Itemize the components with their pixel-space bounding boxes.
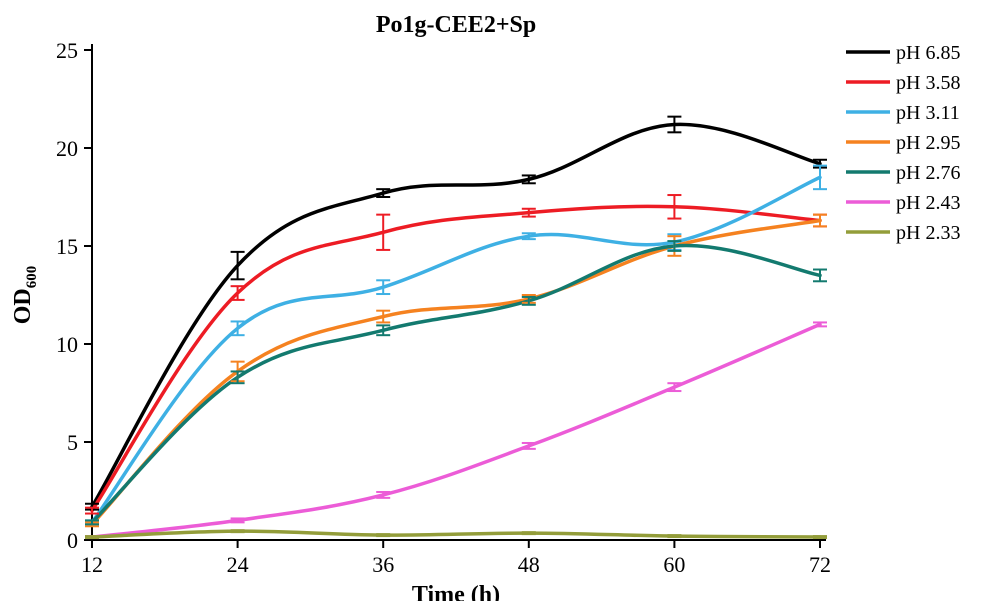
chart-title: Po1g-CEE2+Sp xyxy=(376,12,536,38)
y-tick-label: 25 xyxy=(56,38,78,63)
legend-label: pH 2.43 xyxy=(896,192,960,214)
legend-label: pH 3.58 xyxy=(896,72,960,94)
legend-label: pH 2.95 xyxy=(896,132,960,154)
x-tick-label: 60 xyxy=(663,552,685,577)
x-tick-label: 36 xyxy=(372,552,394,577)
y-tick-label: 15 xyxy=(56,234,78,259)
error-bar xyxy=(667,535,681,537)
line-chart: Po1g-CEE2+Sp 12 24 36 48 60 72 0 5 10 15 20 25 Time (… xyxy=(0,0,1000,601)
x-tick-label: 72 xyxy=(809,552,831,577)
x-axis-label: Time (h) xyxy=(412,582,500,601)
error-bar xyxy=(522,532,536,534)
x-tick-label: 48 xyxy=(518,552,540,577)
error-bar xyxy=(231,530,245,532)
legend-label: pH 3.11 xyxy=(896,102,960,124)
y-tick-label: 10 xyxy=(56,332,78,357)
error-bar xyxy=(376,534,390,536)
y-tick-label: 20 xyxy=(56,136,78,161)
legend-label: pH 2.33 xyxy=(896,222,960,244)
x-tick-label: 12 xyxy=(81,552,103,577)
error-bar xyxy=(813,536,827,538)
x-tick-label: 24 xyxy=(227,552,249,577)
y-tick-label: 0 xyxy=(67,528,78,553)
legend-label: pH 2.76 xyxy=(896,162,960,184)
error-bar xyxy=(85,536,99,538)
y-tick-label: 5 xyxy=(67,430,78,455)
chart-container: Po1g-CEE2+Sp 12 24 36 48 60 72 0 5 10 15 20 25 Time (… xyxy=(0,0,1000,601)
legend-label: pH 6.85 xyxy=(896,42,960,64)
